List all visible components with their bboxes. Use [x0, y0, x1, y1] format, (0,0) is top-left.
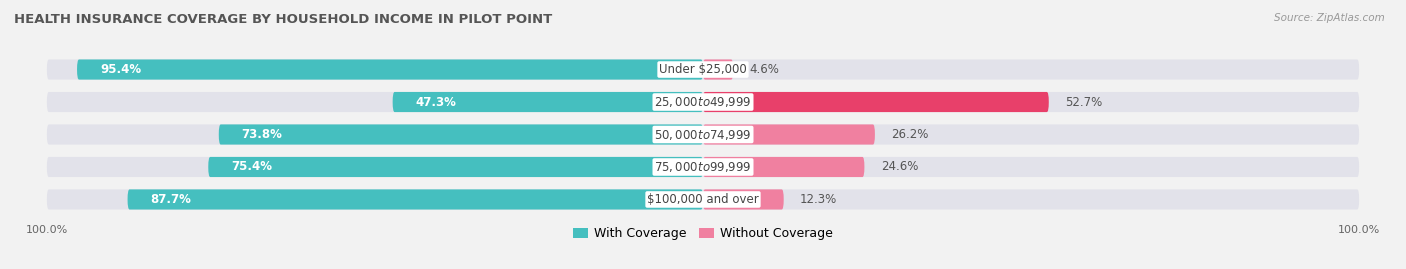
Text: 26.2%: 26.2%	[891, 128, 929, 141]
FancyBboxPatch shape	[703, 92, 1049, 112]
FancyBboxPatch shape	[46, 59, 1360, 80]
Legend: With Coverage, Without Coverage: With Coverage, Without Coverage	[568, 222, 838, 245]
FancyBboxPatch shape	[46, 92, 1360, 112]
FancyBboxPatch shape	[128, 189, 703, 210]
FancyBboxPatch shape	[703, 189, 783, 210]
Text: 4.6%: 4.6%	[749, 63, 779, 76]
FancyBboxPatch shape	[703, 157, 865, 177]
FancyBboxPatch shape	[208, 157, 703, 177]
FancyBboxPatch shape	[703, 59, 733, 80]
Text: $25,000 to $49,999: $25,000 to $49,999	[654, 95, 752, 109]
FancyBboxPatch shape	[392, 92, 703, 112]
Text: 95.4%: 95.4%	[100, 63, 141, 76]
Text: $100,000 and over: $100,000 and over	[647, 193, 759, 206]
FancyBboxPatch shape	[46, 157, 1360, 177]
Text: 52.7%: 52.7%	[1066, 95, 1102, 108]
Text: 75.4%: 75.4%	[231, 161, 273, 174]
FancyBboxPatch shape	[77, 59, 703, 80]
Text: Source: ZipAtlas.com: Source: ZipAtlas.com	[1274, 13, 1385, 23]
Text: $75,000 to $99,999: $75,000 to $99,999	[654, 160, 752, 174]
Text: Under $25,000: Under $25,000	[659, 63, 747, 76]
Text: HEALTH INSURANCE COVERAGE BY HOUSEHOLD INCOME IN PILOT POINT: HEALTH INSURANCE COVERAGE BY HOUSEHOLD I…	[14, 13, 553, 26]
FancyBboxPatch shape	[703, 125, 875, 144]
FancyBboxPatch shape	[46, 125, 1360, 144]
Text: 12.3%: 12.3%	[800, 193, 838, 206]
Text: 47.3%: 47.3%	[416, 95, 457, 108]
FancyBboxPatch shape	[219, 125, 703, 144]
Text: 73.8%: 73.8%	[242, 128, 283, 141]
Text: $50,000 to $74,999: $50,000 to $74,999	[654, 128, 752, 141]
Text: 24.6%: 24.6%	[880, 161, 918, 174]
FancyBboxPatch shape	[46, 189, 1360, 210]
Text: 87.7%: 87.7%	[150, 193, 191, 206]
